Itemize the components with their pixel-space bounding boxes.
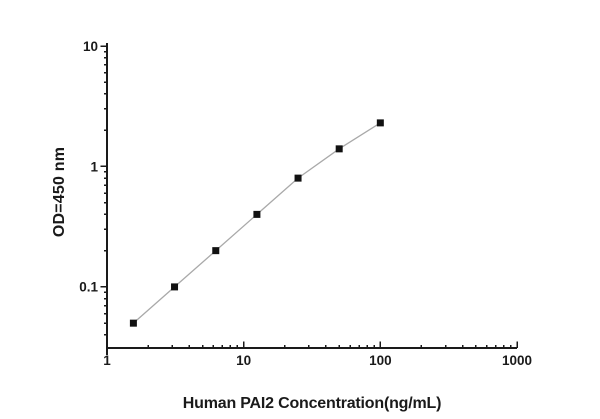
y-tick-label: 1 bbox=[90, 159, 98, 174]
data-point-marker bbox=[294, 174, 302, 182]
data-point-marker bbox=[171, 283, 179, 291]
y-tick-label: 0.1 bbox=[79, 280, 98, 295]
data-point-marker bbox=[212, 247, 220, 255]
y-axis-title: OD=450 nm bbox=[51, 146, 68, 238]
data-point-marker bbox=[129, 319, 137, 327]
x-tick-label: 1000 bbox=[502, 353, 532, 368]
series-standard-curve bbox=[129, 119, 384, 327]
series-line bbox=[132, 122, 381, 324]
x-tick-label: 1 bbox=[103, 353, 111, 368]
ticks bbox=[100, 45, 518, 348]
data-point-marker bbox=[335, 145, 343, 153]
data-point-marker bbox=[253, 210, 261, 218]
data-point-marker bbox=[376, 119, 384, 127]
x-axis-title: Human PAI2 Concentration(ng/mL) bbox=[182, 395, 442, 412]
tick-labels: 1 10 100 1000 0.1 1 10 bbox=[79, 39, 532, 368]
x-tick-label: 100 bbox=[369, 353, 392, 368]
axes bbox=[106, 43, 517, 355]
x-tick-label: 10 bbox=[236, 353, 251, 368]
y-tick-label: 10 bbox=[83, 39, 98, 54]
